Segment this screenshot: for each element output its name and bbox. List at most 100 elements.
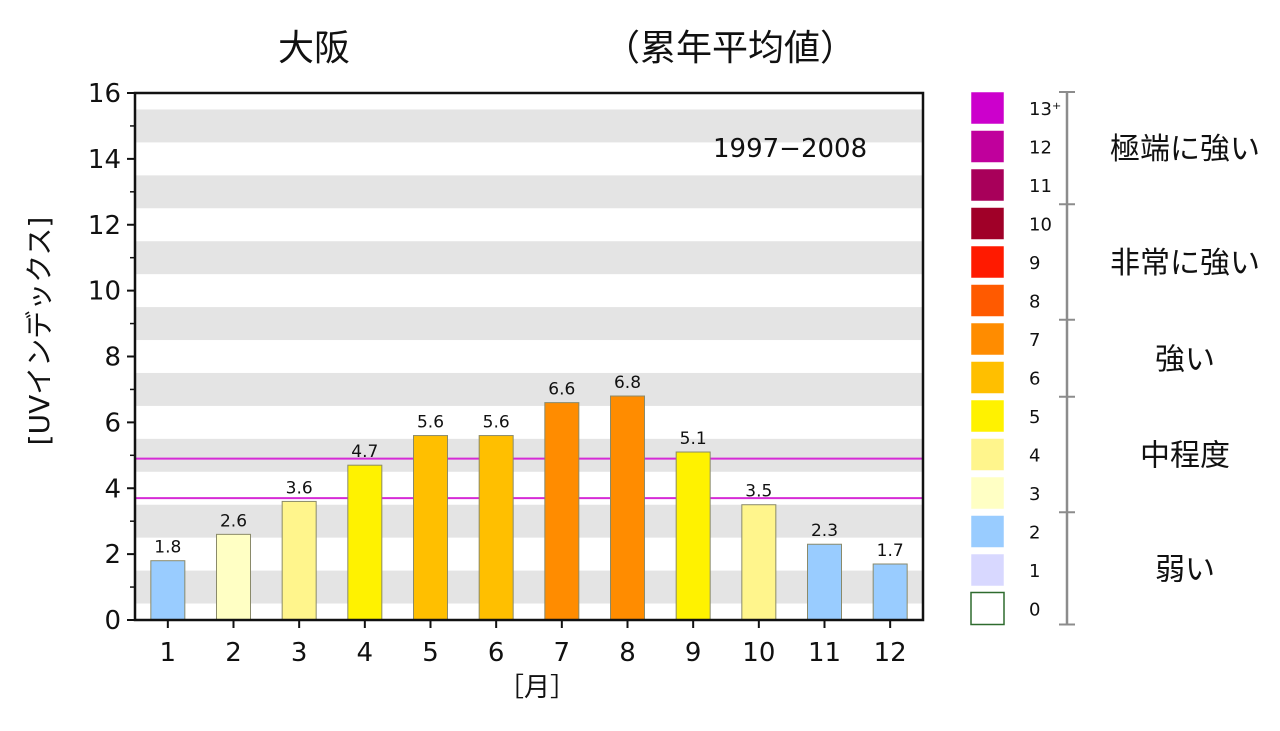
value-labels: 1.8 2.6 3.6 4.7 5.6 5.6 6.6 6.8 5.1 3.5 2.3 1.7 [154,373,903,561]
x-axis-label: ［月］ [498,673,576,703]
x-tick-label: 2 [225,638,242,668]
y-tick-label: 16 [88,79,121,109]
legend-swatch-0 [970,591,1005,626]
y-tick-label: 2 [104,540,121,570]
grid-band [135,241,923,275]
grid-band [135,570,923,604]
x-tick-label: 3 [291,638,308,668]
legend-category-label: 非常に強い [1110,246,1260,281]
y-tick-label: 6 [104,408,121,438]
bar-month-6 [478,435,514,621]
legend-level-label: 1 [1029,561,1040,582]
bar-month-8 [610,395,645,621]
legend-level-label: 3 [1029,484,1040,505]
grid-band [135,307,923,341]
legend-level-label: 5 [1029,407,1040,428]
chart-title-subtitle: （累年平均値） [604,28,856,69]
bar-month-9 [675,451,711,621]
bar-value-label: 5.6 [417,413,444,433]
legend-level-label: 12 [1029,138,1052,159]
bar-month-3 [281,500,317,621]
bar-value-label: 6.8 [614,373,641,393]
y-tick-label: 8 [104,343,121,373]
legend-swatch-4 [970,438,1005,471]
y-tick-label: 12 [88,211,121,241]
bar-month-4 [347,464,383,621]
bar-month-7 [544,402,580,621]
legend-swatch-5 [970,399,1005,433]
legend-swatch-3 [970,476,1005,510]
x-tick-label: 7 [554,638,571,668]
x-tick-label: 9 [685,638,702,668]
bar-month-2 [216,533,251,621]
bar-value-label: 5.6 [483,413,510,433]
y-tick-label: 14 [88,145,121,175]
bar-month-10 [741,504,777,621]
legend-swatch-2 [970,515,1005,548]
legend-category-label: 強い [1155,342,1215,377]
x-tick-label: 6 [488,638,505,668]
legend-swatch-10 [970,207,1005,240]
legend-level-label: 11 [1029,176,1052,197]
bar-series [150,395,908,621]
plot-frame [133,91,925,622]
legend-swatch-11 [970,168,1005,202]
grid-band [135,438,923,472]
bar-value-label: 6.6 [548,380,575,400]
chart-title-city: 大阪 [278,28,350,69]
legend-level-label: 9 [1029,253,1040,274]
reference-lines [135,457,923,500]
legend-swatch-13 [970,91,1005,125]
legend-swatch-9 [970,245,1005,279]
bar-month-11 [807,543,842,621]
y-tick-label: 10 [88,277,121,307]
y-axis-label: [UVインデックス] [23,217,56,446]
x-tick-label: 8 [619,638,636,668]
legend-level-label: 13⁺ [1029,99,1061,120]
legend-swatch-12 [970,130,1005,163]
x-tick-label: 11 [808,638,841,668]
grid-band [135,175,923,209]
legend-level-label: 4 [1029,446,1040,467]
x-tick-label: 10 [742,638,775,668]
y-tick-label: 4 [104,474,121,504]
bar-value-label: 2.6 [220,511,247,531]
bar-value-label: 3.5 [745,482,772,502]
y-tick-label: 0 [104,606,121,636]
bar-month-5 [413,435,448,621]
legend-level-label: 10 [1029,215,1052,236]
legend-swatch-1 [970,553,1005,587]
bar-value-label: 3.6 [286,478,313,498]
bar-value-label: 1.7 [877,541,904,561]
legend-swatch-6 [970,361,1005,394]
x-tick-label: 12 [874,638,907,668]
bar-value-label: 5.1 [680,429,707,449]
legend-swatch-8 [970,284,1005,317]
grid-band [135,504,923,538]
legend-category-label: 中程度 [1140,439,1230,474]
legend-level-label: 0 [1029,600,1040,621]
legend-level-label: 6 [1029,369,1040,390]
bar-value-label: 4.7 [351,442,378,462]
bar-month-12 [872,563,908,621]
y-axis: 0 2 4 6 8 10 12 14 16 [88,79,135,636]
x-tick-label: 4 [357,638,374,668]
bar-month-1 [150,560,186,621]
grid-band [135,372,923,406]
bar-value-label: 1.8 [154,538,181,558]
legend-category-label: 弱い [1155,552,1215,587]
legend-swatch-7 [970,322,1005,356]
legend-level-label: 8 [1029,292,1040,313]
legend-level-label: 7 [1029,330,1040,351]
period-label: 1997−2008 [713,134,867,164]
bar-value-label: 2.3 [811,521,838,541]
legend-level-label: 2 [1029,523,1040,544]
x-tick-label: 1 [160,638,177,668]
grid-band [135,109,923,143]
legend-category-label: 極端に強い [1110,132,1260,167]
grid-bands [135,109,923,604]
x-axis: 1 2 3 4 5 6 7 8 9 10 11 12 [160,620,907,668]
x-tick-label: 5 [422,638,439,668]
